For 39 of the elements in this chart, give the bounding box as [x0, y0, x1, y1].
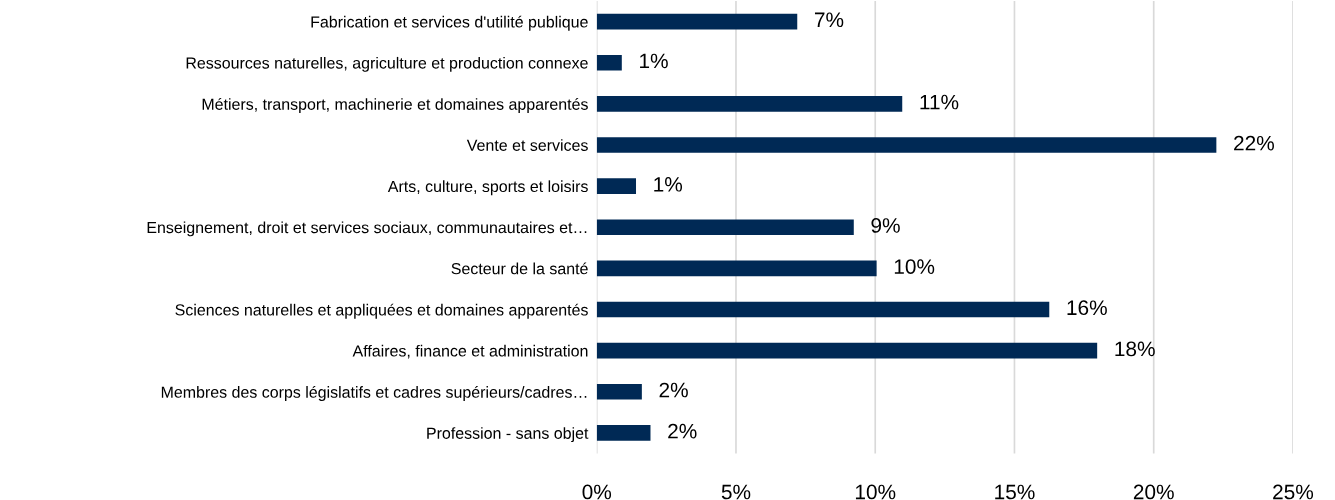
y-tick-label: Enseignement, droit et services sociaux, communautaires et… [147, 221, 587, 237]
y-tick-label: Ressources naturelles, agriculture et production connexe [186, 56, 588, 72]
x-tick-label: 5% [721, 484, 751, 500]
bar [596, 178, 637, 194]
data-label: 22% [1234, 135, 1274, 151]
x-tick-label: 20% [1133, 484, 1174, 500]
bar [596, 137, 1217, 153]
data-label: 2% [659, 382, 688, 398]
y-tick-label: Sciences naturelles et appliquées et domaines apparentés [175, 303, 588, 319]
bar [596, 342, 1098, 359]
data-label: 16% [1067, 300, 1107, 316]
data-label: 2% [668, 423, 697, 439]
x-tick-label: 0% [582, 484, 612, 500]
data-label: 18% [1115, 341, 1155, 357]
bar [596, 54, 622, 71]
x-tick-label: 10% [855, 484, 896, 500]
bar [596, 383, 642, 400]
x-tick-label: 25% [1273, 484, 1314, 500]
bar [596, 301, 1050, 318]
bar [596, 13, 798, 30]
data-label: 10% [894, 259, 935, 274]
data-label: 7% [814, 12, 844, 28]
data-label: 9% [871, 218, 900, 233]
data-label: 1% [640, 53, 668, 69]
bar [596, 96, 903, 112]
y-tick-label: Membres des corps législatifs et cadres supérieurs/cadres… [161, 385, 587, 401]
x-tick-label: 15% [995, 484, 1035, 500]
y-tick-label: Profession - sans objet [427, 427, 589, 443]
data-label: 11% [920, 94, 959, 110]
data-label: 1% [654, 177, 683, 192]
y-tick-label: Secteur de la santé [451, 262, 588, 275]
y-tick-label: Fabrication et services d'utilité publique [311, 15, 588, 31]
y-tick-label: Arts, culture, sports et loisirs [387, 180, 588, 196]
bar [596, 219, 854, 236]
y-tick-label: Vente et services [466, 139, 588, 151]
bar [596, 260, 877, 277]
bar [596, 425, 651, 441]
y-tick-label: Métiers, transport, machinerie et domaines apparentés [202, 97, 588, 114]
y-tick-label: Affaires, finance et administration [352, 344, 588, 359]
